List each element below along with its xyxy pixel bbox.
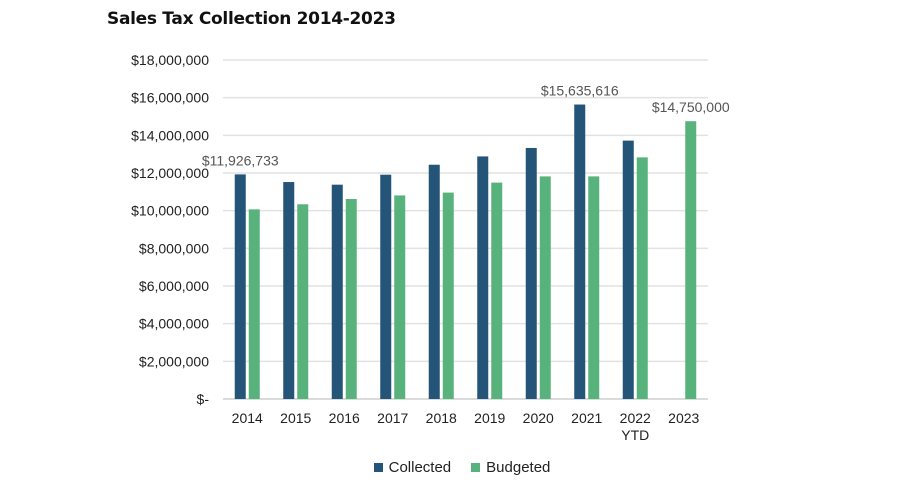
- bar-budgeted: [685, 121, 697, 399]
- legend-swatch: [471, 463, 481, 472]
- x-tick-label: 2017: [377, 410, 408, 426]
- x-tick-label: 2021: [571, 410, 602, 426]
- x-tick-label: 2016: [329, 410, 360, 426]
- y-tick-label: $12,000,000: [131, 165, 209, 181]
- x-tick-label: 2022 YTD: [620, 410, 651, 443]
- bar-collected: [380, 174, 392, 399]
- legend-label: Collected: [388, 459, 452, 476]
- x-tick-label: 2019: [474, 410, 505, 426]
- bar-collected: [428, 164, 440, 399]
- bar-budgeted: [491, 182, 503, 399]
- y-tick-label: $14,000,000: [131, 127, 209, 143]
- x-tick-label: 2023: [668, 410, 699, 426]
- legend-label: Budgeted: [486, 459, 551, 476]
- legend: Collected Budgeted: [0, 459, 924, 476]
- x-tick-label: 2020: [523, 410, 554, 426]
- data-label: $15,635,616: [541, 83, 619, 99]
- legend-swatch: [373, 463, 383, 472]
- bar-budgeted: [442, 192, 454, 399]
- chart-title: Sales Tax Collection 2014-2023: [107, 9, 396, 29]
- y-tick-label: $2,000,000: [139, 353, 209, 369]
- y-tick-label: $16,000,000: [131, 90, 209, 106]
- x-tick-label: 2018: [426, 410, 457, 426]
- y-tick-label: $4,000,000: [139, 316, 209, 332]
- bar-budgeted: [539, 176, 551, 399]
- bar-budgeted: [248, 209, 260, 399]
- bar-collected: [622, 140, 634, 399]
- y-tick-label: $-: [197, 391, 210, 407]
- bar-collected: [574, 104, 586, 399]
- bar-collected: [331, 184, 343, 399]
- bar-collected: [234, 174, 246, 399]
- x-tick-label: 2014: [232, 410, 263, 426]
- bar-budgeted: [588, 176, 600, 399]
- x-tick-label: 2015: [280, 410, 311, 426]
- legend-item-collected: Collected: [373, 459, 452, 476]
- bar-collected: [283, 182, 295, 399]
- bar-budgeted: [297, 204, 309, 399]
- y-tick-label: $18,000,000: [131, 52, 209, 68]
- bar-budgeted: [345, 198, 357, 399]
- legend-item-budgeted: Budgeted: [471, 459, 550, 476]
- data-label: $11,926,733: [202, 152, 279, 168]
- bar-budgeted: [636, 157, 648, 399]
- bar-collected: [477, 156, 489, 399]
- bar-collected: [525, 147, 537, 399]
- data-label: $14,750,000: [652, 99, 730, 115]
- y-tick-label: $10,000,000: [131, 203, 209, 219]
- bar-budgeted: [394, 195, 406, 399]
- y-tick-label: $6,000,000: [139, 278, 209, 294]
- y-tick-label: $8,000,000: [139, 240, 209, 256]
